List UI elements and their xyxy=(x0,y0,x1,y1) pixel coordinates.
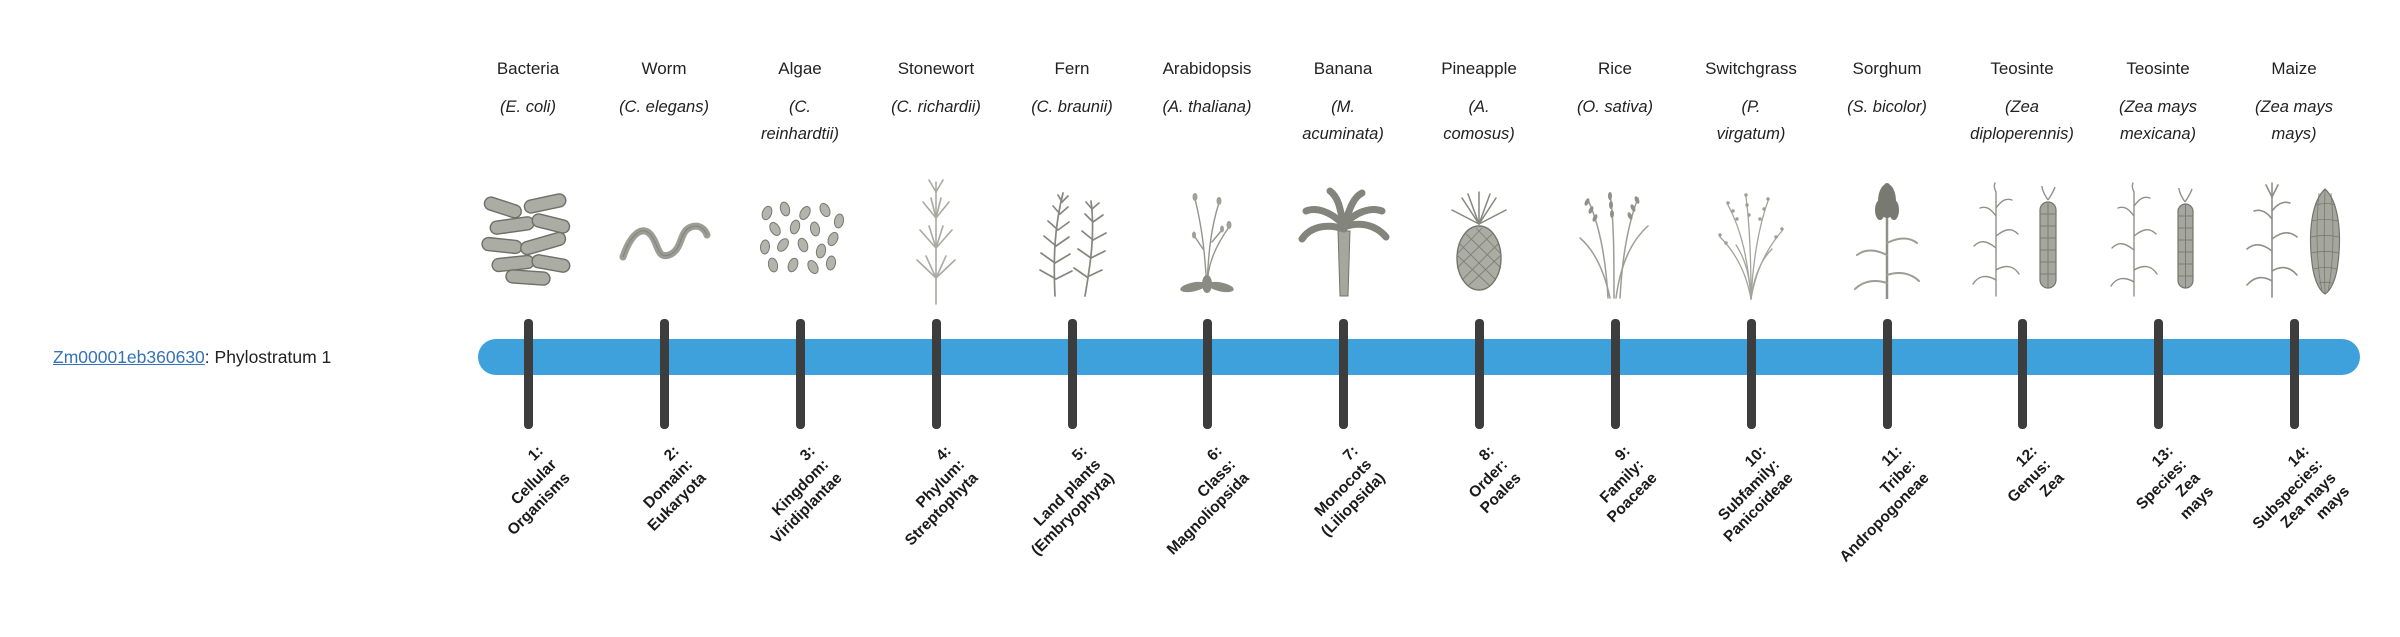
sorghum-icon xyxy=(1812,165,1962,315)
organism-column-bacteria: Bacteria (E. coli) 1: Cellular Organisms xyxy=(453,0,603,580)
organism-name: Teosinte xyxy=(2126,59,2190,78)
organism-column-banana: Banana (M. acuminata) 7: Monocots (Lilio… xyxy=(1268,0,1418,580)
organism-scientific-name: (C. reinhardtii) xyxy=(761,98,839,143)
organism-scientific-name: (M. acuminata) xyxy=(1302,98,1384,143)
organism-name: Pineapple xyxy=(1441,59,1517,78)
timeline-tick xyxy=(931,319,941,429)
organism-name: Arabidopsis xyxy=(1162,59,1252,78)
timeline-tick xyxy=(2017,319,2027,429)
timeline-tick xyxy=(659,319,669,429)
gene-id-link[interactable]: Zm00001eb360630 xyxy=(53,347,205,367)
organism-scientific-name: (Zea diploperennis) xyxy=(1970,98,2074,143)
organism-column-algae: Algae (C. reinhardtii) xyxy=(725,0,875,580)
teosinte-diploperennis-icon xyxy=(1947,165,2097,315)
arabidopsis-icon xyxy=(1132,165,1282,315)
organism-column-sorghum: Sorghum (S. bicolor) 11: Tribe: Andropog… xyxy=(1812,0,1962,580)
organism-scientific-name: (S. bicolor) xyxy=(1847,98,1927,116)
maize-icon xyxy=(2219,165,2369,315)
fern-icon xyxy=(997,165,1147,315)
organism-column-worm: Worm (C. elegans) 2: Domain: Eukaryota xyxy=(589,0,739,580)
organism-name: Fern xyxy=(1054,59,1090,78)
organism-scientific-name: (C. braunii) xyxy=(1031,98,1113,116)
timeline-tick xyxy=(523,319,533,429)
organism-column-teosinte-mexicana: Teosinte (Zea mays mexicana) 13: Speci xyxy=(2083,0,2233,580)
organism-scientific-name: (A. comosus) xyxy=(1443,98,1515,143)
organism-column-pineapple: Pineapple (A. comosus) 8: Order: Poales xyxy=(1404,0,1554,580)
timeline-tick xyxy=(1882,319,1892,429)
organism-column-maize: Maize (Zea mays mays) xyxy=(2219,0,2369,580)
organism-column-fern: Fern (C. braunii) 5: Land plants (Embryo… xyxy=(997,0,1147,580)
teosinte-mexicana-icon xyxy=(2083,165,2233,315)
organism-scientific-name: (Zea mays mays) xyxy=(2255,98,2333,143)
organism-scientific-name: (E. coli) xyxy=(500,98,556,116)
gene-label: Zm00001eb360630: Phylostratum 1 xyxy=(53,346,331,368)
banana-icon xyxy=(1268,165,1418,315)
organism-column-switchgrass: Switchgrass (P. virgatum) 10: Subfamily: xyxy=(1676,0,1826,580)
organism-name: Sorghum xyxy=(1852,59,1922,78)
organism-scientific-name: (C. richardii) xyxy=(891,98,981,116)
timeline-tick xyxy=(795,319,805,429)
organism-column-arabidopsis: Arabidopsis (A. thaliana) 6 xyxy=(1132,0,1282,580)
bacteria-icon xyxy=(453,165,603,315)
stonewort-icon xyxy=(861,165,1011,315)
organism-name: Bacteria xyxy=(496,59,560,78)
organism-scientific-name: (O. sativa) xyxy=(1576,98,1654,116)
organism-name: Maize xyxy=(2271,59,2317,78)
switchgrass-icon xyxy=(1676,165,1826,315)
organism-scientific-name: (A. thaliana) xyxy=(1162,98,1252,116)
algae-icon xyxy=(725,165,875,315)
timeline-tick xyxy=(1474,319,1484,429)
phylostratum-text: : Phylostratum 1 xyxy=(204,347,332,367)
organism-name: Rice xyxy=(1597,59,1632,78)
worm-icon xyxy=(589,165,739,315)
timeline-bar xyxy=(478,339,2360,375)
timeline-tick xyxy=(1067,319,1077,429)
timeline-tick xyxy=(2153,319,2163,429)
timeline-tick xyxy=(1610,319,1620,429)
pineapple-icon xyxy=(1404,165,1554,315)
organism-column-rice: Rice (O. sativa) 9: Family: Poaceae xyxy=(1540,0,1690,580)
organism-name: Banana xyxy=(1313,59,1373,78)
organism-name: Stonewort xyxy=(897,59,975,78)
organism-column-teosinte-diploperennis: Teosinte (Zea diploperennis) 12: Genus xyxy=(1947,0,2097,580)
organism-scientific-name: (Zea mays mexicana) xyxy=(2119,98,2197,143)
timeline-tick xyxy=(1202,319,1212,429)
organism-scientific-name: (P. virgatum) xyxy=(1716,98,1786,143)
timeline-tick xyxy=(1746,319,1756,429)
rice-icon xyxy=(1540,165,1690,315)
organism-name: Algae xyxy=(778,59,822,78)
timeline-tick xyxy=(2289,319,2299,429)
timeline-tick xyxy=(1338,319,1348,429)
organism-name: Teosinte xyxy=(1990,59,2054,78)
organism-name: Switchgrass xyxy=(1705,59,1797,78)
organism-name: Worm xyxy=(641,59,687,78)
organism-scientific-name: (C. elegans) xyxy=(619,98,709,116)
organism-column-stonewort: Stonewort (C. richardii) 4: Phylum: Stre… xyxy=(861,0,1011,580)
